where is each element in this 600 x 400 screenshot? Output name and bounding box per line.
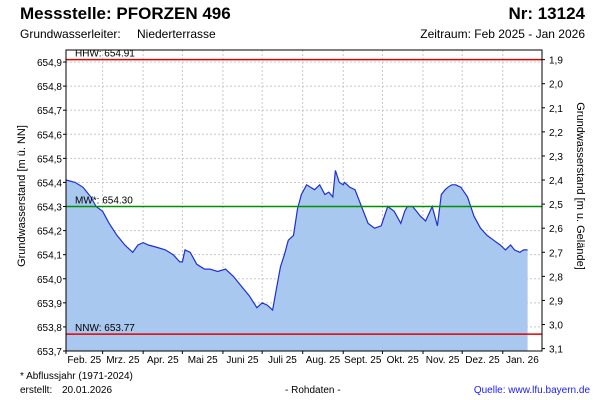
y-right-tick-label: 3,1 [549,345,563,356]
x-tick-label: Okt. 25 [387,355,420,366]
y-right-tick-label: 2,2 [549,128,563,139]
y-tick-label: 654,8 [37,82,62,93]
y-tick-label: 654,4 [37,178,62,189]
y-right-tick-label: 2,6 [549,224,563,235]
x-tick-label: Mai 25 [188,355,218,366]
y-right-tick-label: 2,5 [549,200,563,211]
plot-frame [65,49,543,352]
station-title: Messstelle: PFORZEN 496 [20,4,231,23]
x-axis-ticks: Feb. 25 Mrz. 25 Apr. 25 Mai 25 Juni 25 Juli 2… [65,351,539,366]
y-tick-label: 654,7 [37,106,62,117]
water-level-line [65,170,528,312]
y-right-tick-label: 2,0 [549,80,563,91]
y-tick-label: 654,0 [37,275,62,286]
y-axis-left-ticks: 654,9 654,8 654,7 654,6 654,5 654,4 654,3 654,2… [37,58,66,358]
x-tick-label: Juli 25 [268,355,297,366]
y-right-tick-label: 1,9 [549,56,563,67]
x-tick-label: Mrz. 25 [106,355,140,366]
reference-lines: HHW: 654.91 MW*: 654.30 NNW: 653.77 [66,49,542,335]
period-label: Zeitraum: Feb 2025 - Jan 2026 [420,27,585,41]
y-right-tick-label: 2,8 [549,272,563,283]
y-tick-label: 653,7 [37,347,62,358]
water-level-area [66,170,528,351]
y-right-tick-label: 2,1 [549,104,563,115]
y-right-tick-label: 3,0 [549,321,563,332]
x-tick-label: Apr. 25 [147,355,179,366]
source-link[interactable]: Quelle: www.lfu.bayern.de [473,385,590,396]
y-axis-right-label: Grundwasserstand [m u. Gelände] [574,102,586,270]
mw-label: MW*: 654.30 [75,196,133,207]
x-tick-label: Feb. 25 [67,355,101,366]
y-tick-label: 653,9 [37,299,62,310]
x-tick-label: Sept. 25 [344,355,382,366]
y-right-tick-label: 2,9 [549,296,563,307]
y-tick-label: 654,3 [37,203,62,214]
aquifer-label: Grundwasserleiter: [20,27,121,41]
y-tick-label: 654,6 [37,130,62,141]
x-tick-label: Jan. 26 [506,355,539,366]
hhw-label: HHW: 654.91 [75,49,135,60]
station-number: Nr: 13124 [508,4,585,23]
y-tick-label: 653,8 [37,323,62,334]
footnote: * Abflussjahr (1971-2024) [20,371,133,382]
x-tick-label: Dez. 25 [465,355,500,366]
nnw-label: NNW: 653.77 [75,323,135,334]
y-tick-label: 654,2 [37,227,62,238]
y-right-tick-label: 2,4 [549,176,563,187]
created-date: 20.01.2026 [62,385,113,396]
y-right-tick-label: 2,7 [549,248,563,259]
x-tick-label: Juni 25 [226,355,259,366]
y-tick-label: 654,9 [37,58,62,69]
aquifer-value: Niederterrasse [137,27,216,41]
created-label: erstellt: [20,385,53,396]
x-tick-label: Aug. 25 [306,355,341,366]
x-tick-label: Nov. 25 [426,355,460,366]
y-tick-label: 654,5 [37,154,62,165]
y-axis-right-ticks: 1,9 2,0 2,1 2,2 2,3 2,4 2,5 2,6 2,7 2,8 2,9 3,0 3,1 [542,56,563,356]
y-tick-label: 654,1 [37,251,62,262]
y-right-tick-label: 2,3 [549,152,563,163]
rawdata-label: - Rohdaten - [285,385,341,396]
y-axis-left-label: Grundwasserstand [m ü. NN] [16,125,28,267]
